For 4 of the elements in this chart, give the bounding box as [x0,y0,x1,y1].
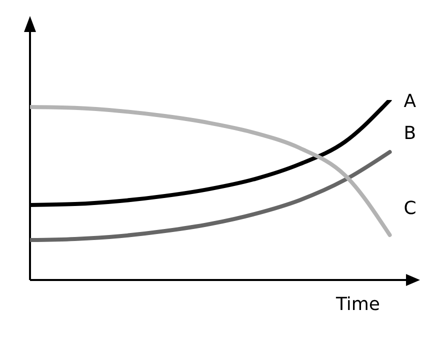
series-label: B [404,122,416,144]
series-label: A [404,90,417,112]
x-axis-title: Time [334,294,380,315]
series-label: C [404,198,416,219]
